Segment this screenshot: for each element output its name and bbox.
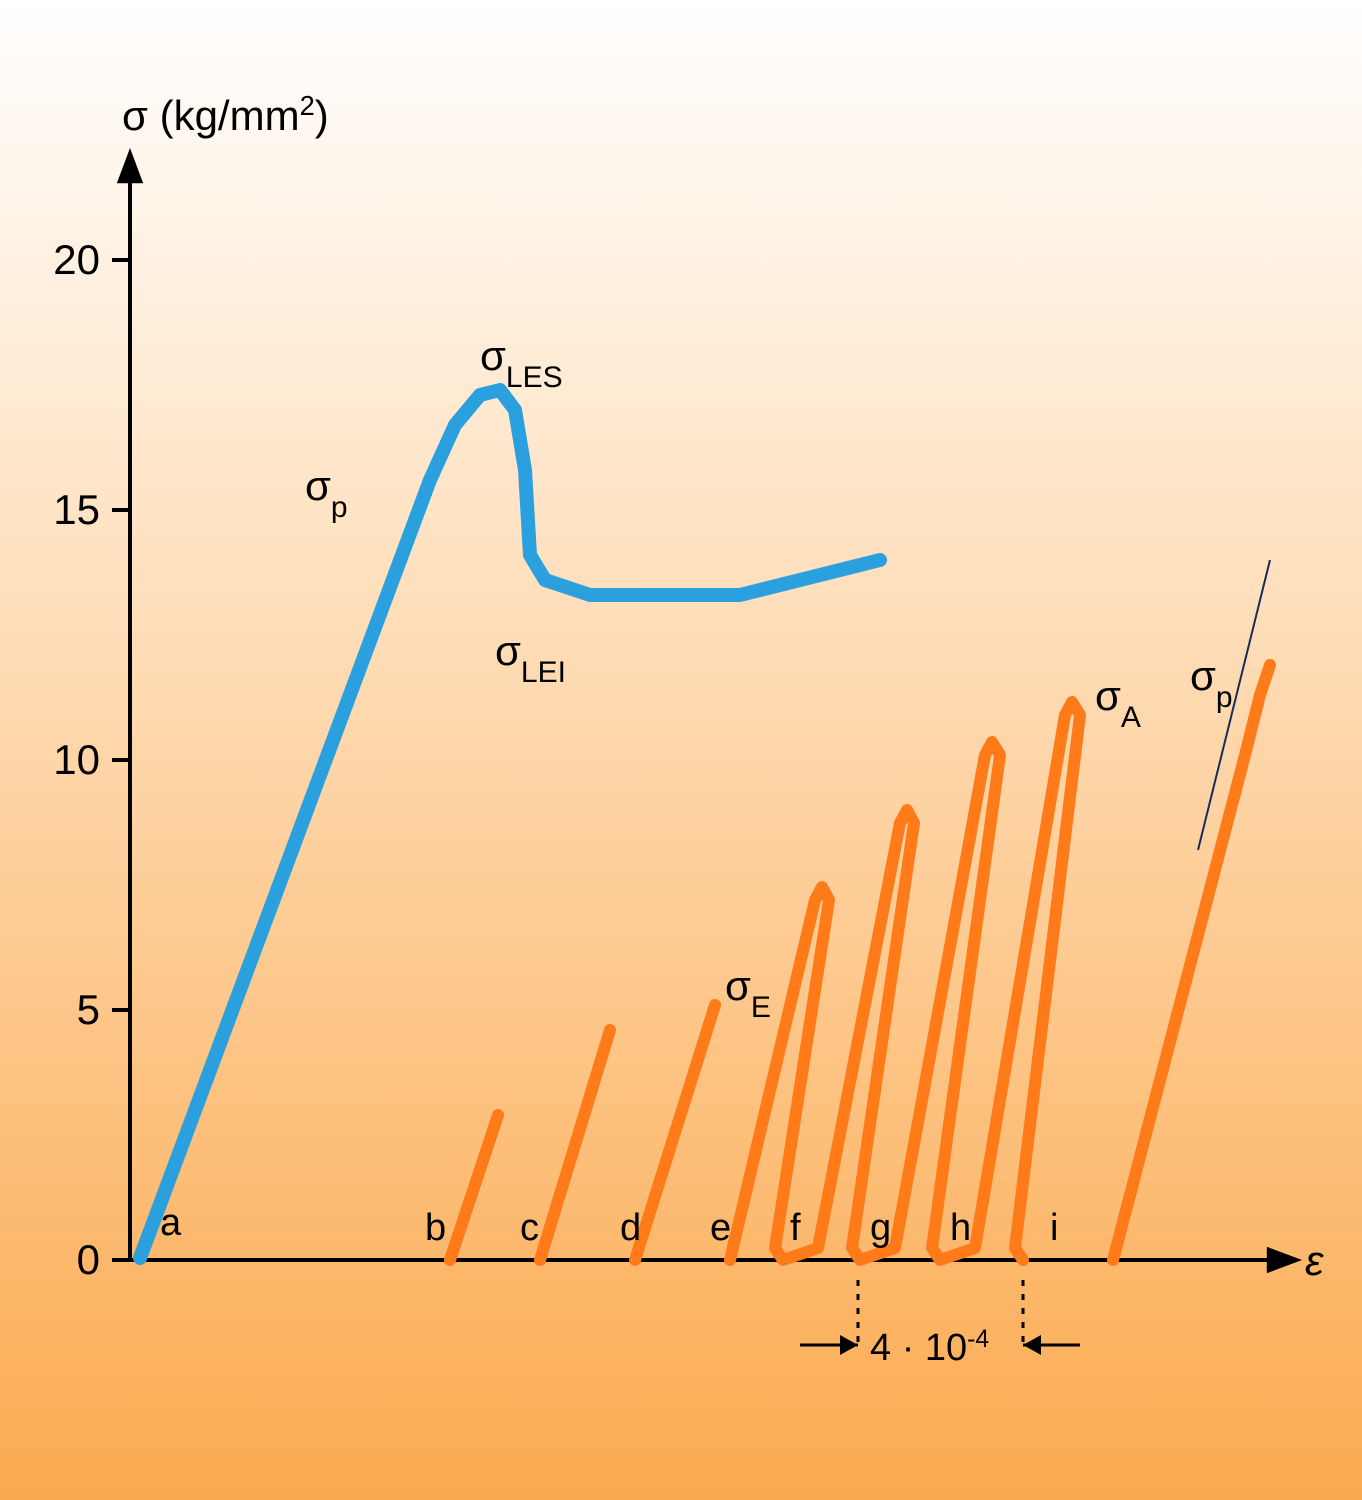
y-tick-label: 10 [53,736,100,783]
letter-label-e: e [710,1207,731,1249]
letter-label-h: h [950,1207,971,1249]
y-tick-label: 5 [77,986,100,1033]
background [0,0,1362,1500]
letter-label-f: f [790,1207,801,1249]
letter-label-g: g [870,1207,891,1249]
y-tick-label: 15 [53,486,100,533]
stress-strain-diagram: 05101520σ (kg/mm2)εσpσLESσLEIσEσAσpabcde… [0,0,1362,1500]
letter-label-c: c [520,1207,539,1249]
y-axis-label: σ (kg/mm2) [122,90,329,140]
y-tick-label: 20 [53,236,100,283]
letter-label-b: b [425,1207,446,1249]
x-axis-label: ε [1305,1237,1324,1284]
y-tick-label: 0 [77,1236,100,1283]
letter-label-d: d [620,1207,641,1249]
letter-label-a: a [160,1202,182,1244]
letter-label-i: i [1050,1207,1058,1249]
